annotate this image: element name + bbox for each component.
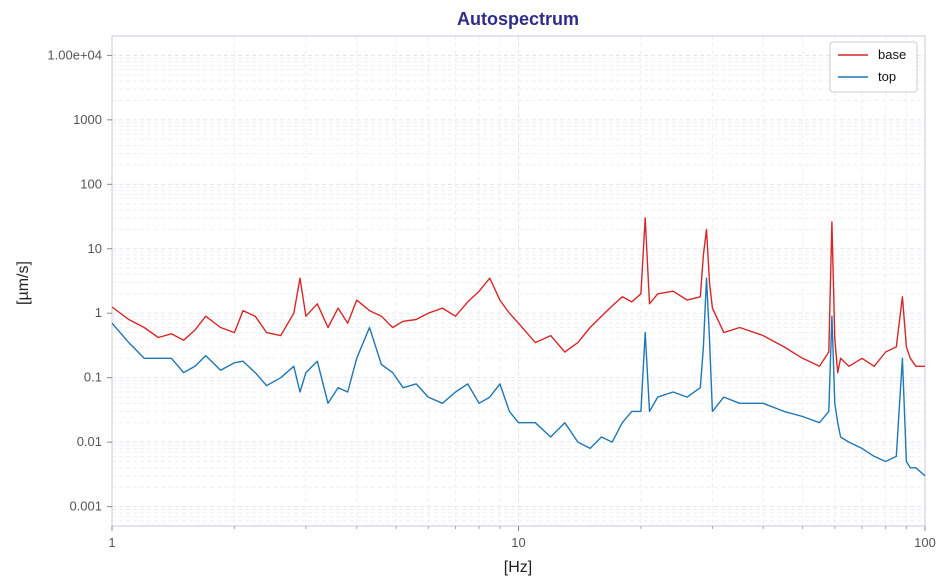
y-tick-label: 0.01	[77, 434, 102, 449]
legend-label-top: top	[878, 69, 896, 84]
grid-lines	[111, 35, 926, 527]
y-tick-label: 1	[95, 305, 102, 320]
y-tick-label: 1000	[73, 112, 102, 127]
y-tick-label: 0.1	[84, 370, 102, 385]
y-axis-label: [µm/s]	[15, 261, 32, 305]
x-tick-label: 100	[914, 535, 936, 550]
y-tick-label: 100	[80, 176, 102, 191]
x-axis-label: [Hz]	[504, 559, 532, 576]
y-tick-label: 10	[88, 241, 102, 256]
legend: base top	[829, 41, 918, 93]
x-tick-label: 10	[511, 535, 525, 550]
y-tick-label: 0.001	[69, 499, 102, 514]
chart-title: Autospectrum	[457, 9, 579, 29]
x-axis-ticks: 1 10 100	[108, 526, 936, 550]
series-line-top	[111, 277, 926, 477]
y-tick-label: 1.00e+04	[47, 47, 102, 62]
series-layer	[111, 217, 926, 477]
series-line-base	[111, 217, 925, 374]
x-tick-label: 1	[108, 535, 115, 550]
y-axis-ticks: 0.001 0.01 0.1 1 10 100 1000 1.00e+04	[47, 47, 112, 514]
legend-label-base: base	[878, 47, 906, 62]
